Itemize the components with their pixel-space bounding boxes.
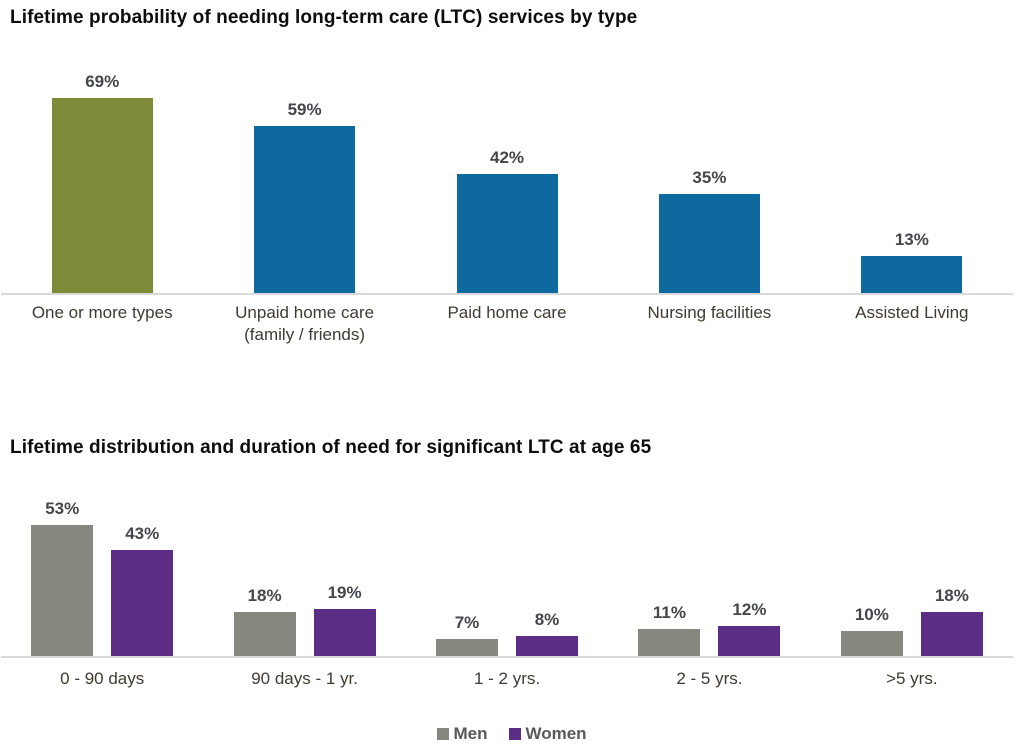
- chart2-bar-column-men: 18%: [233, 586, 296, 656]
- chart2-bar-column-women: 43%: [111, 524, 174, 656]
- chart1-bar-column: 35%: [658, 168, 760, 293]
- chart2-group-row: 7% 8%: [436, 610, 579, 656]
- bar-men: [638, 629, 701, 656]
- chart1-bar-slot: 69%: [1, 60, 203, 293]
- chart1-category-labels: One or more types Unpaid home care (famil…: [1, 302, 1013, 346]
- chart2-bar-column-women: 12%: [718, 600, 781, 656]
- chart2-group-row: 11% 12%: [638, 600, 781, 656]
- category-label-text: Assisted Living: [855, 303, 969, 322]
- bar: [658, 194, 760, 293]
- chart2-bar-column-men: 53%: [31, 499, 94, 656]
- bar-value-label: 13%: [894, 230, 929, 249]
- chart1-bar-slot: 42%: [406, 60, 608, 293]
- bar-women: [718, 626, 781, 656]
- chart2-group-row: 53% 43%: [31, 499, 174, 656]
- bar-women: [516, 636, 579, 656]
- chart2-bar-column-women: 19%: [313, 583, 376, 656]
- bar-value-label: 8%: [534, 610, 560, 629]
- category-label-text: Paid home care: [447, 303, 567, 322]
- category-label-text: >5 yrs.: [886, 669, 938, 688]
- category-label: Assisted Living: [811, 302, 1013, 346]
- chart2-bar-group: 10% 18%: [811, 488, 1013, 656]
- category-label-text: Nursing facilities: [647, 303, 772, 322]
- bar-value-label: 10%: [854, 605, 889, 624]
- bar-value-label: 59%: [287, 100, 322, 119]
- chart2-bar-column-women: 18%: [920, 586, 983, 656]
- chart2-title: Lifetime distribution and duration of ne…: [10, 437, 652, 458]
- bar-men: [840, 631, 903, 656]
- chart2-bar-group: 53% 43%: [1, 488, 203, 656]
- chart2-plot: 53% 43% 18% 19% 7% 8% 11% 12% 10% 18%: [1, 488, 1013, 658]
- chart2-category-labels: 0 - 90 days 90 days - 1 yr. 1 - 2 yrs. 2 - …: [1, 668, 1013, 690]
- category-label: 2 - 5 yrs.: [608, 668, 810, 690]
- legend-label-women: Women: [525, 724, 587, 743]
- bar-value-label: 18%: [934, 586, 969, 605]
- chart2-group-row: 18% 19%: [233, 583, 376, 656]
- chart1-bar-slot: 35%: [608, 60, 810, 293]
- category-label-text: 2 - 5 yrs.: [676, 669, 743, 688]
- bar: [861, 256, 963, 293]
- legend-swatch-men-icon: [437, 728, 450, 740]
- chart1-bar-slot: 59%: [203, 60, 405, 293]
- bar-men: [233, 612, 296, 656]
- chart2-bar-column-women: 8%: [516, 610, 579, 656]
- bar-value-label: 7%: [454, 613, 480, 632]
- chart2-bar-group: 11% 12%: [608, 488, 810, 656]
- chart2-bar-group: 18% 19%: [203, 488, 405, 656]
- chart1-plot: 69% 59% 42% 35% 13%: [1, 60, 1013, 295]
- chart2-bar-column-men: 10%: [840, 605, 903, 656]
- legend-label-men: Men: [453, 724, 488, 743]
- bar-value-label: 69%: [85, 72, 120, 91]
- bar: [254, 126, 356, 293]
- category-label: >5 yrs.: [811, 668, 1013, 690]
- bar-value-label: 18%: [247, 586, 282, 605]
- category-label: Paid home care: [406, 302, 608, 346]
- bar: [51, 98, 153, 293]
- chart1-bar-column: 42%: [456, 148, 558, 293]
- chart2-legend: Men Women: [0, 724, 1024, 744]
- category-label: 90 days - 1 yr.: [203, 668, 405, 690]
- bar-value-label: 35%: [692, 168, 727, 187]
- legend-swatch-women-icon: [509, 728, 522, 740]
- bar-value-label: 11%: [652, 603, 686, 622]
- category-label-text: Unpaid home care (family / friends): [235, 303, 375, 344]
- legend-item-men: Men: [437, 724, 487, 744]
- legend-item-women: Women: [509, 724, 587, 744]
- bar-value-label: 43%: [125, 524, 160, 543]
- bar-value-label: 12%: [732, 600, 767, 619]
- category-label: Unpaid home care (family / friends): [203, 302, 405, 346]
- chart1-bar-column: 69%: [51, 72, 153, 293]
- chart2-bar-column-men: 11%: [638, 603, 701, 656]
- category-label: 1 - 2 yrs.: [406, 668, 608, 690]
- category-label-text: One or more types: [31, 303, 173, 322]
- bar: [456, 174, 558, 293]
- bar-women: [920, 612, 983, 656]
- bar-women: [111, 550, 174, 656]
- chart1-bar-slot: 13%: [811, 60, 1013, 293]
- bar-value-label: 42%: [490, 148, 525, 167]
- chart2-bar-column-men: 7%: [436, 613, 499, 656]
- bar-women: [313, 609, 376, 656]
- category-label-text: 90 days - 1 yr.: [251, 669, 358, 688]
- chart1-title: Lifetime probability of needing long-ter…: [10, 7, 638, 28]
- bar-value-label: 19%: [327, 583, 362, 602]
- category-label: One or more types: [1, 302, 203, 346]
- chart1-bar-column: 13%: [861, 230, 963, 293]
- bar-men: [31, 525, 94, 656]
- bar-value-label: 53%: [45, 499, 80, 518]
- bar-men: [436, 639, 499, 656]
- category-label: 0 - 90 days: [1, 668, 203, 690]
- category-label: Nursing facilities: [608, 302, 810, 346]
- category-label-text: 1 - 2 yrs.: [473, 669, 541, 688]
- chart1-bar-column: 59%: [254, 100, 356, 293]
- chart2-bar-group: 7% 8%: [406, 488, 608, 656]
- category-label-text: 0 - 90 days: [60, 669, 145, 688]
- chart2-group-row: 10% 18%: [840, 586, 983, 656]
